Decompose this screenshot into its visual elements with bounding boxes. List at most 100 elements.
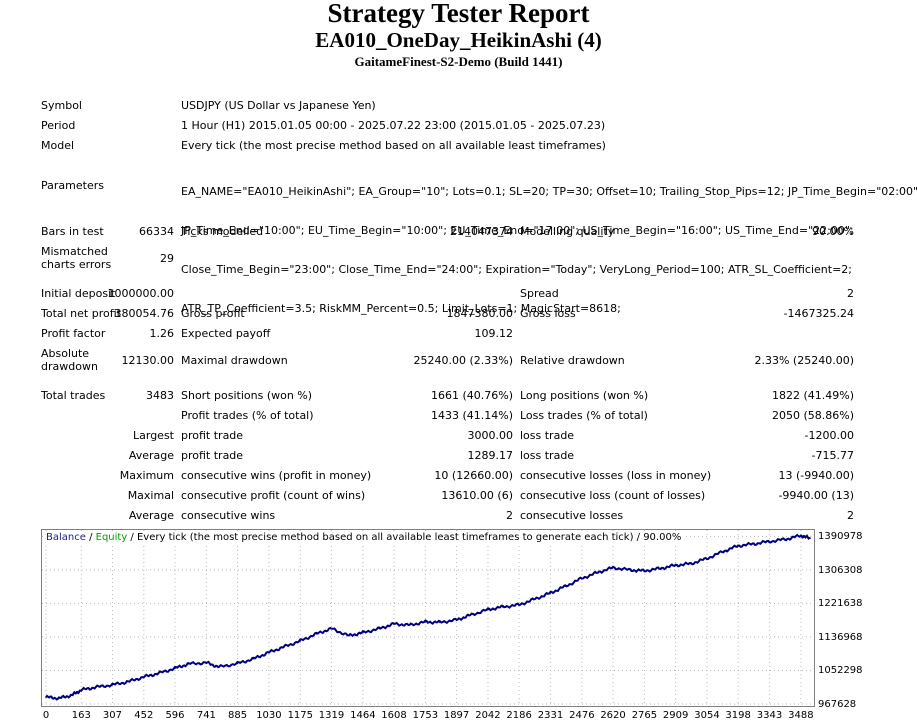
avg-cons-wins-label: consecutive wins	[181, 509, 276, 522]
bars-label: Bars in test	[41, 225, 104, 238]
balance-data-point	[455, 619, 458, 621]
x-tick-label: 885	[227, 710, 248, 721]
bars-value: 66334	[139, 225, 174, 238]
balance-data-point	[174, 667, 176, 670]
rel-drawdown-value: 2.33% (25240.00)	[754, 354, 854, 367]
balance-data-point	[800, 534, 802, 537]
x-tick-label: 1608	[381, 710, 407, 721]
profit-trades-label: Profit trades (% of total)	[181, 409, 314, 422]
balance-data-point	[315, 632, 318, 635]
abs-drawdown-label-2: drawdown	[41, 360, 98, 373]
initial-deposit-label: Initial deposit	[41, 287, 116, 300]
chart-legend: Balance / Equity / Every tick (the most …	[46, 532, 684, 544]
x-tick-label: 2765	[631, 710, 658, 721]
balance-data-point	[424, 621, 427, 623]
x-tick-label: 2620	[600, 710, 626, 721]
mismatched-value: 29	[160, 252, 174, 265]
balance-data-point	[722, 550, 725, 553]
model-label: Model	[41, 139, 75, 152]
ticks-value: 214047374	[450, 225, 513, 238]
balance-data-point	[612, 566, 614, 569]
gross-profit-label: Gross profit	[181, 307, 245, 320]
balance-data-point	[534, 598, 536, 600]
expected-payoff-label: Expected payoff	[181, 327, 271, 340]
period-value: 1 Hour (H1) 2015.01.05 00:00 - 2025.07.2…	[181, 119, 606, 132]
report-title: Strategy Tester Report	[327, 0, 590, 28]
balance-data-point	[809, 537, 811, 540]
maximal-label: Maximal	[127, 489, 174, 502]
x-tick-label: 2476	[569, 710, 595, 721]
average-loss-label: loss trade	[520, 449, 575, 462]
balance-data-point	[752, 543, 755, 545]
average-label: Average	[128, 449, 174, 462]
balance-series-line	[45, 533, 811, 701]
total-trades-label: Total trades	[41, 389, 106, 402]
max-drawdown-label: Maximal drawdown	[181, 354, 288, 367]
spread-label: Spread	[520, 287, 559, 300]
gross-loss-value: -1467325.24	[783, 307, 854, 320]
total-trades-value: 3483	[146, 389, 174, 402]
profit-factor-value: 1.26	[149, 327, 175, 340]
balance-data-point	[143, 676, 145, 678]
balance-data-point	[348, 634, 350, 637]
balance-data-point	[330, 627, 333, 630]
balance-data-point	[218, 666, 220, 668]
largest-loss-value: -1200.00	[804, 429, 854, 442]
largest-label: Largest	[133, 429, 174, 442]
balance-data-point	[469, 614, 472, 616]
balance-data-point	[393, 623, 395, 625]
balance-chart	[41, 529, 815, 707]
balance-data-point	[378, 627, 381, 630]
balance-data-point	[643, 570, 646, 572]
x-tick-label: 2042	[475, 710, 501, 721]
largest-profit-value: 3000.00	[467, 429, 514, 442]
balance-data-point	[71, 694, 73, 696]
balance-data-point	[674, 564, 677, 567]
maximal-cons-profit-value: 13610.00 (6)	[441, 489, 513, 502]
balance-data-point	[785, 538, 787, 540]
x-tick-label: 452	[134, 710, 154, 721]
mismatched-label: Mismatched	[41, 245, 108, 258]
parameters-line: ATR_TP_Coefficient=3.5; RiskMM_Percent=0…	[181, 302, 621, 315]
x-tick-label: 2909	[662, 710, 689, 721]
short-positions-label: Short positions (won %)	[181, 389, 313, 402]
balance-data-point	[299, 640, 302, 642]
legend-separator: /	[85, 532, 96, 543]
parameters-label: Parameters	[41, 179, 104, 192]
x-tick-label: 307	[102, 710, 122, 721]
balance-data-point	[737, 545, 739, 547]
x-tick-label: 2331	[537, 710, 564, 721]
x-tick-label: 2186	[506, 710, 532, 721]
balance-data-point	[408, 624, 411, 626]
abs-drawdown-label: Absolute	[41, 347, 90, 360]
balance-data-point	[549, 592, 552, 594]
balance-chart-svg	[42, 530, 814, 706]
server-build: GaitameFinest-S2-Demo (Build 1441)	[354, 54, 563, 69]
maximal-cons-profit-label: consecutive profit (count of wins)	[181, 489, 366, 502]
y-tick-label: 1306308	[818, 564, 863, 576]
parameters-value: EA_NAME="EA010_HeikinAshi"; EA_Group="10…	[181, 159, 917, 328]
rel-drawdown-label: Relative drawdown	[520, 354, 625, 367]
quality-label: Modelling quality	[520, 225, 615, 238]
balance-data-point	[439, 621, 441, 624]
x-tick-label: 3343	[756, 710, 783, 721]
ea-name: EA010_OneDay_HeikinAshi (4)	[315, 28, 602, 52]
balance-data-point	[127, 680, 130, 683]
x-tick-label: 163	[71, 710, 91, 721]
x-tick-label: 3054	[694, 710, 720, 721]
model-value: Every tick (the most precise method base…	[181, 139, 606, 152]
long-positions-value: 1822 (41.49%)	[771, 389, 854, 402]
x-tick-label: 1175	[287, 710, 314, 721]
x-tick-label: 1030	[256, 710, 282, 721]
profit-trades-value: 1433 (41.14%)	[430, 409, 513, 422]
balance-data-point	[629, 569, 632, 571]
balance-data-point	[205, 661, 208, 664]
avg-cons-losses-label: consecutive losses	[520, 509, 624, 522]
quality-value: 90.00%	[812, 225, 854, 238]
maximal-cons-loss-value: -9940.00 (13)	[778, 489, 854, 502]
expected-payoff-value: 109.12	[474, 327, 514, 340]
x-tick-label: 3488	[788, 710, 814, 721]
balance-data-point	[45, 696, 47, 698]
ticks-label: Ticks modelled	[181, 225, 264, 238]
profit-factor-label: Profit factor	[41, 327, 106, 340]
